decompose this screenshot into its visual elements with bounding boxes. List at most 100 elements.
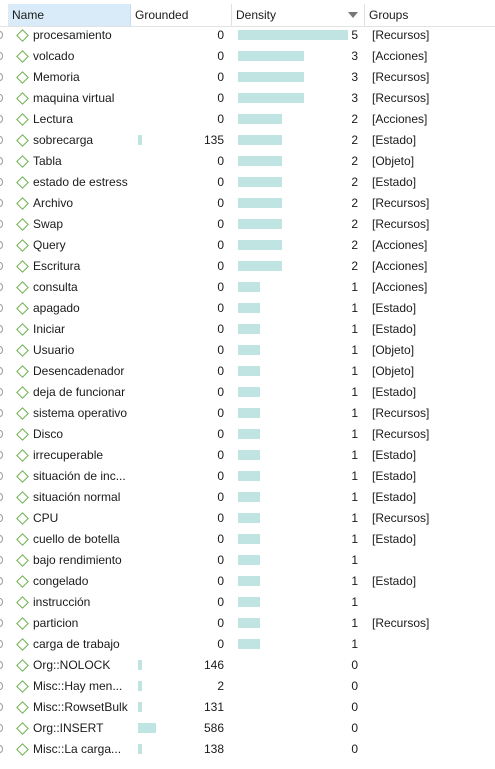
table-row[interactable]: Escritura 0 2 [Acciones]: [0, 256, 495, 277]
table-row[interactable]: Iniciar 0 1 [Estado]: [0, 319, 495, 340]
column-header-density[interactable]: Density: [232, 4, 365, 26]
code-name: Disco: [33, 427, 64, 441]
groups-value: [Estado]: [372, 175, 417, 189]
grounded-value: 0: [217, 448, 224, 462]
grounded-value: 586: [203, 721, 224, 735]
table-row[interactable]: Misc::RowsetBulk 131 0: [0, 697, 495, 718]
density-bar: [238, 576, 260, 586]
table-row[interactable]: maquina virtual 0 3 [Recursos]: [0, 88, 495, 109]
groups-value: [Acciones]: [372, 259, 428, 273]
code-name: Escritura: [33, 259, 81, 273]
table-row[interactable]: congelado 0 1 [Estado]: [0, 571, 495, 592]
diamond-code-icon: [16, 596, 29, 609]
density-bar: [238, 450, 260, 460]
groups-value: [Estado]: [372, 469, 417, 483]
density-bar: [238, 492, 260, 502]
table-row[interactable]: Lectura 0 2 [Acciones]: [0, 109, 495, 130]
table-row[interactable]: particion 0 1 [Recursos]: [0, 613, 495, 634]
column-header-groups[interactable]: Groups: [365, 4, 495, 26]
density-bar: [238, 471, 260, 481]
groups-value: [Recursos]: [372, 511, 430, 525]
density-value: 2: [351, 238, 358, 252]
grounded-bar: [138, 681, 142, 691]
table-row[interactable]: situación normal 0 1 [Estado]: [0, 487, 495, 508]
density-value: 1: [351, 595, 358, 609]
code-name: bajo rendimiento: [33, 553, 122, 567]
table-row[interactable]: consulta 0 1 [Acciones]: [0, 277, 495, 298]
table-row[interactable]: situación de inc... 0 1 [Estado]: [0, 466, 495, 487]
table-row[interactable]: bajo rendimiento 0 1: [0, 550, 495, 571]
table-row[interactable]: apagado 0 1 [Estado]: [0, 298, 495, 319]
expander-icon: [0, 220, 3, 228]
code-name: Swap: [33, 217, 64, 231]
density-value: 2: [351, 133, 358, 147]
code-name: Memoria: [33, 70, 80, 84]
table-row[interactable]: volcado 0 3 [Acciones]: [0, 46, 495, 67]
grounded-value: 0: [217, 28, 224, 42]
table-row[interactable]: Misc::La carga... 138 0: [0, 739, 495, 760]
code-name: Org::NOLOCK: [33, 658, 111, 672]
expander-icon: [0, 283, 3, 291]
density-value: 1: [351, 490, 358, 504]
density-value: 1: [351, 637, 358, 651]
code-name: Tabla: [33, 154, 62, 168]
density-value: 1: [351, 448, 358, 462]
code-name: deja de funcionar: [33, 385, 126, 399]
table-row[interactable]: Desencadenador 0 1 [Objeto]: [0, 361, 495, 382]
grounded-value: 0: [217, 406, 224, 420]
density-value: 0: [351, 721, 358, 735]
table-row[interactable]: Disco 0 1 [Recursos]: [0, 424, 495, 445]
diamond-code-icon: [16, 491, 29, 504]
table-row[interactable]: Usuario 0 1 [Objeto]: [0, 340, 495, 361]
table-row[interactable]: Query 0 2 [Acciones]: [0, 235, 495, 256]
groups-value: [Recursos]: [372, 28, 430, 42]
table-row[interactable]: Tabla 0 2 [Objeto]: [0, 151, 495, 172]
diamond-code-icon: [16, 323, 29, 336]
column-header-grounded[interactable]: Grounded: [131, 4, 232, 26]
diamond-code-icon: [16, 617, 29, 630]
code-name: Query: [33, 238, 66, 252]
density-value: 1: [351, 364, 358, 378]
density-value: 1: [351, 301, 358, 315]
groups-value: [Estado]: [372, 385, 417, 399]
grounded-value: 0: [217, 616, 224, 630]
diamond-code-icon: [16, 113, 29, 126]
table-row[interactable]: irrecuperable 0 1 [Estado]: [0, 445, 495, 466]
table-row[interactable]: estado de estress 0 2 [Estado]: [0, 172, 495, 193]
table-row[interactable]: carga de trabajo 0 1: [0, 634, 495, 655]
table-row[interactable]: Org::NOLOCK 146 0: [0, 655, 495, 676]
table-row[interactable]: sistema operativo 0 1 [Recursos]: [0, 403, 495, 424]
expander-icon: [0, 640, 3, 648]
column-header-name[interactable]: Name: [8, 4, 131, 26]
grounded-value: 0: [217, 175, 224, 189]
grounded-value: 0: [217, 196, 224, 210]
code-name: sobrecarga: [33, 133, 94, 147]
grounded-bar: [138, 744, 142, 754]
table-row[interactable]: procesamiento 0 5 [Recursos]: [0, 25, 495, 46]
table-row[interactable]: CPU 0 1 [Recursos]: [0, 508, 495, 529]
density-bar: [238, 156, 282, 166]
table-row[interactable]: cuello de botella 0 1 [Estado]: [0, 529, 495, 550]
density-bar: [238, 261, 282, 271]
table-row[interactable]: sobrecarga 135 2 [Estado]: [0, 130, 495, 151]
diamond-code-icon: [16, 176, 29, 189]
code-name: Misc::RowsetBulk: [33, 700, 128, 714]
table-row[interactable]: Archivo 0 2 [Recursos]: [0, 193, 495, 214]
table-row[interactable]: Swap 0 2 [Recursos]: [0, 214, 495, 235]
expander-icon: [0, 388, 3, 396]
grounded-value: 0: [217, 322, 224, 336]
code-name: Misc::La carga...: [33, 742, 122, 756]
column-header-groups-label: Groups: [369, 8, 409, 22]
groups-value: [Acciones]: [372, 238, 428, 252]
table-row[interactable]: instrucción 0 1: [0, 592, 495, 613]
table-row[interactable]: Org::INSERT 586 0: [0, 718, 495, 739]
code-name: Desencadenador: [33, 364, 125, 378]
table-row[interactable]: Misc::Hay men... 2 0: [0, 676, 495, 697]
table-row[interactable]: deja de funcionar 0 1 [Estado]: [0, 382, 495, 403]
code-name: Iniciar: [33, 322, 66, 336]
diamond-code-icon: [16, 239, 29, 252]
table-row[interactable]: Memoria 0 3 [Recursos]: [0, 67, 495, 88]
density-value: 1: [351, 280, 358, 294]
density-bar: [238, 72, 304, 82]
expander-icon: [0, 178, 3, 186]
